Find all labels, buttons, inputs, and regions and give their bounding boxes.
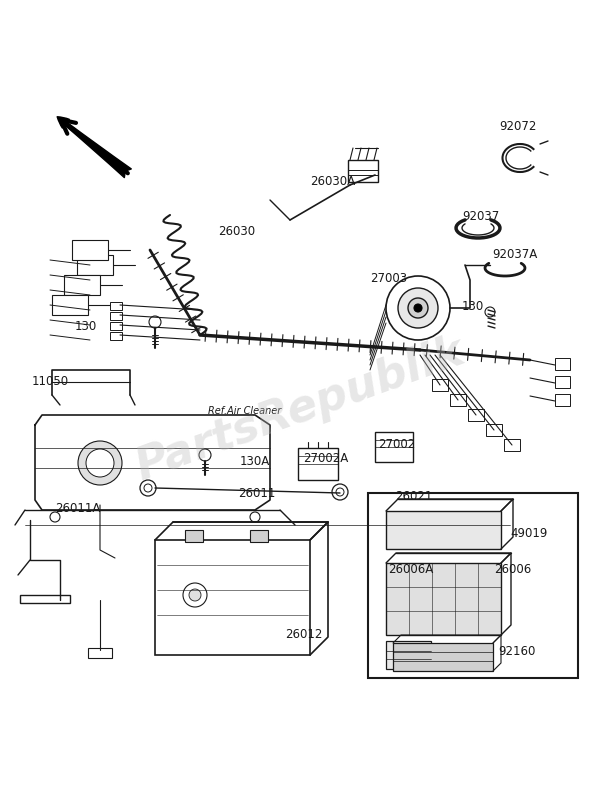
Bar	[348, 160, 378, 182]
Circle shape	[144, 484, 152, 492]
Text: 49019: 49019	[510, 527, 547, 540]
Bar	[504, 439, 520, 451]
Bar	[110, 332, 122, 340]
Bar	[555, 358, 570, 370]
Circle shape	[414, 304, 422, 312]
Bar	[72, 240, 108, 260]
Bar	[88, 648, 112, 658]
Text: 26011A: 26011A	[55, 502, 100, 515]
Bar	[110, 322, 122, 330]
Bar	[555, 394, 570, 406]
Text: 130: 130	[462, 300, 484, 313]
Bar	[386, 511, 501, 549]
Circle shape	[485, 307, 495, 317]
Bar	[250, 530, 268, 542]
Bar	[450, 394, 466, 406]
Text: 26012: 26012	[285, 628, 322, 641]
Text: 130: 130	[75, 320, 97, 333]
Circle shape	[86, 449, 114, 477]
Text: 27002: 27002	[378, 438, 415, 451]
Bar	[52, 295, 88, 315]
Circle shape	[408, 298, 428, 318]
Text: 92037: 92037	[462, 210, 499, 223]
Bar	[393, 643, 493, 671]
Bar	[185, 530, 203, 542]
Circle shape	[140, 480, 156, 496]
Text: 27002A: 27002A	[303, 452, 348, 465]
Text: 26006A: 26006A	[388, 563, 433, 576]
Circle shape	[250, 512, 260, 522]
Text: 11050: 11050	[32, 375, 69, 388]
Circle shape	[336, 488, 344, 496]
Circle shape	[332, 484, 348, 500]
Text: 92160: 92160	[498, 645, 535, 658]
Text: Ref.Air Cleaner: Ref.Air Cleaner	[208, 406, 281, 416]
Bar	[64, 275, 100, 295]
Circle shape	[189, 589, 201, 601]
Bar	[298, 448, 338, 480]
Bar	[77, 255, 113, 275]
Text: 27003: 27003	[370, 272, 407, 285]
Bar	[386, 641, 431, 669]
Bar	[368, 493, 578, 678]
Circle shape	[199, 449, 211, 461]
Text: 26011: 26011	[238, 487, 275, 500]
Text: 26006: 26006	[494, 563, 531, 576]
Bar	[486, 424, 502, 436]
Text: 92072: 92072	[499, 120, 536, 133]
Bar	[386, 563, 501, 635]
Text: PartsRepublik: PartsRepublik	[130, 330, 470, 489]
Text: 26030A: 26030A	[310, 175, 355, 188]
Bar	[555, 376, 570, 388]
Bar	[110, 312, 122, 320]
Text: 130A: 130A	[240, 455, 270, 468]
Circle shape	[386, 276, 450, 340]
Text: 26030: 26030	[218, 225, 255, 238]
Text: 26021: 26021	[395, 490, 433, 503]
Circle shape	[183, 583, 207, 607]
Bar	[375, 432, 413, 462]
Bar	[468, 409, 484, 421]
Circle shape	[78, 441, 122, 485]
Bar	[155, 540, 310, 655]
Circle shape	[149, 316, 161, 328]
Circle shape	[398, 288, 438, 328]
Text: 92037A: 92037A	[492, 248, 537, 261]
Bar	[110, 302, 122, 310]
Circle shape	[50, 512, 60, 522]
Bar	[432, 379, 448, 391]
Bar	[20, 595, 70, 603]
